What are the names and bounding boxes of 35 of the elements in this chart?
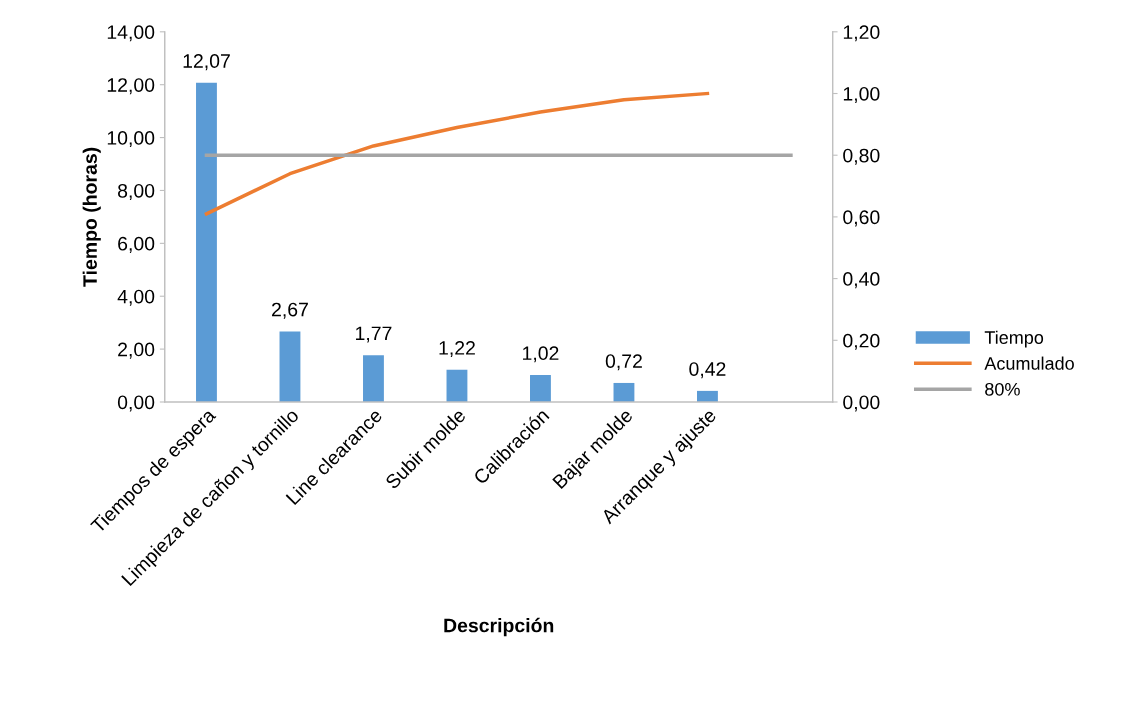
x-axis-title: Descripción [444,617,554,637]
data-label: 12,07 [183,54,230,71]
bar [279,331,301,402]
data-label: 0,72 [605,354,642,371]
legend-label: Tiempo [984,330,1044,348]
bar [613,382,635,402]
y-tick-label: 4,00 [117,289,155,306]
y-tick-label: 0,00 [117,395,155,412]
legend-label: Acumulado [984,356,1074,370]
y-tick-label: 2,00 [118,342,155,359]
y2-tick-label: 1,20 [843,25,880,42]
bar [446,369,468,402]
y2-tick-label: 0,60 [843,210,880,227]
y-tick-label: 8,00 [118,183,155,200]
bar [697,390,718,402]
data-label: 1,22 [439,341,475,358]
y2-tick-label: 0,20 [843,333,880,350]
legend-label: 80% [985,382,1020,396]
y2-tick-label: 1,00 [843,86,880,104]
y-tick-label: 6,00 [118,236,155,253]
bar [530,375,551,402]
y2-tick-label: 0,80 [843,148,880,165]
line-series [204,91,710,216]
y2-tick-label: 0,40 [843,272,880,289]
y-axis-title: Tiempo (horas) [82,147,101,287]
data-label: 1,02 [523,346,559,363]
y-tick-label: 14,00 [107,25,155,42]
bar [196,82,217,402]
y-tick-label: 10,00 [107,131,155,148]
data-label: 1,77 [356,326,392,343]
y-tick-label: 12,00 [107,78,155,95]
y2-tick-label: 0,00 [843,395,880,412]
data-label: 0,42 [689,362,726,379]
data-label: 2,67 [272,302,308,319]
bar [363,355,384,402]
